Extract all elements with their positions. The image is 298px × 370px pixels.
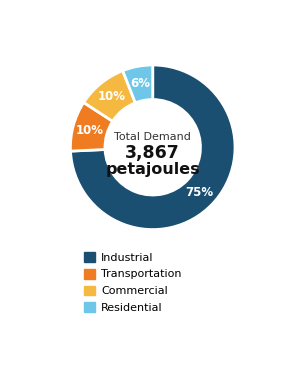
Text: 10%: 10% [98,90,126,103]
Wedge shape [123,65,153,103]
Text: 6%: 6% [131,77,151,90]
Wedge shape [71,65,235,229]
Legend: Industrial, Transportation, Commercial, Residential: Industrial, Transportation, Commercial, … [84,252,181,313]
Wedge shape [70,102,113,151]
Text: 10%: 10% [76,124,104,137]
Text: 3,867: 3,867 [125,144,180,162]
Text: petajoules: petajoules [105,162,200,177]
Text: Total Demand: Total Demand [114,132,191,142]
Wedge shape [84,71,135,121]
Text: 75%: 75% [186,186,214,199]
